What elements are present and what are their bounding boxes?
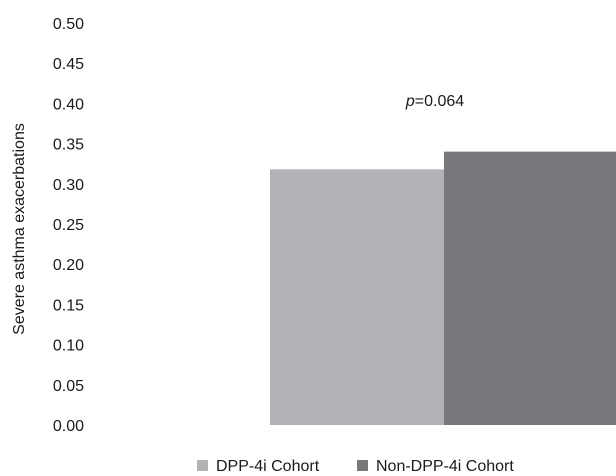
bars [270,151,616,425]
y-tick-label: 0.25 [53,217,84,234]
y-tick-label: 0.10 [53,338,84,355]
y-tick-label: 0.50 [53,16,84,33]
p-value-annotation: p=0.064 [405,93,464,110]
p-value-symbol: p [405,93,415,110]
legend-swatch [197,460,208,471]
legend-swatch [357,460,368,471]
y-axis-ticks: 0.00 0.05 0.10 0.15 0.20 0.25 0.30 0.35 0.40 0.45… [53,16,84,435]
y-axis-title: Severe asthma exacerbations [11,123,28,335]
y-tick-label: 0.20 [53,257,84,274]
y-tick-label: 0.05 [53,378,84,395]
y-tick-label: 0.40 [53,96,84,113]
legend-label: DPP-4i Cohort [216,458,320,475]
p-value-text: =0.064 [415,93,464,110]
legend-label: Non-DPP-4i Cohort [376,458,514,475]
bar [444,151,616,425]
y-tick-label: 0.00 [53,418,84,435]
y-tick-label: 0.45 [53,56,84,73]
y-tick-label: 0.35 [53,137,84,154]
y-tick-label: 0.30 [53,177,84,194]
bar [270,169,445,425]
y-tick-label: 0.15 [53,297,84,314]
legend: DPP-4i Cohort Non-DPP-4i Cohort [197,458,514,475]
